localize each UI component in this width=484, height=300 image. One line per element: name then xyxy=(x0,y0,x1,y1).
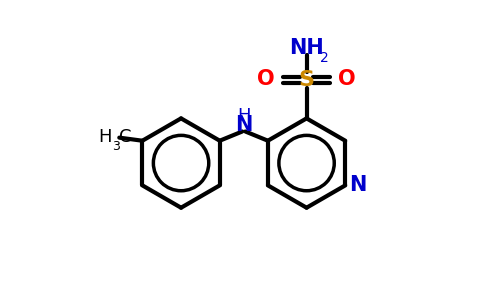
Text: O: O xyxy=(257,69,275,89)
Text: 3: 3 xyxy=(112,140,120,153)
Text: H: H xyxy=(98,128,112,146)
Text: N: N xyxy=(235,115,253,135)
Text: S: S xyxy=(299,70,315,90)
Text: H: H xyxy=(237,107,251,125)
Text: O: O xyxy=(338,69,356,89)
Text: 2: 2 xyxy=(320,51,329,65)
Text: NH: NH xyxy=(289,38,324,58)
Text: N: N xyxy=(349,176,366,195)
Text: C: C xyxy=(119,128,132,146)
